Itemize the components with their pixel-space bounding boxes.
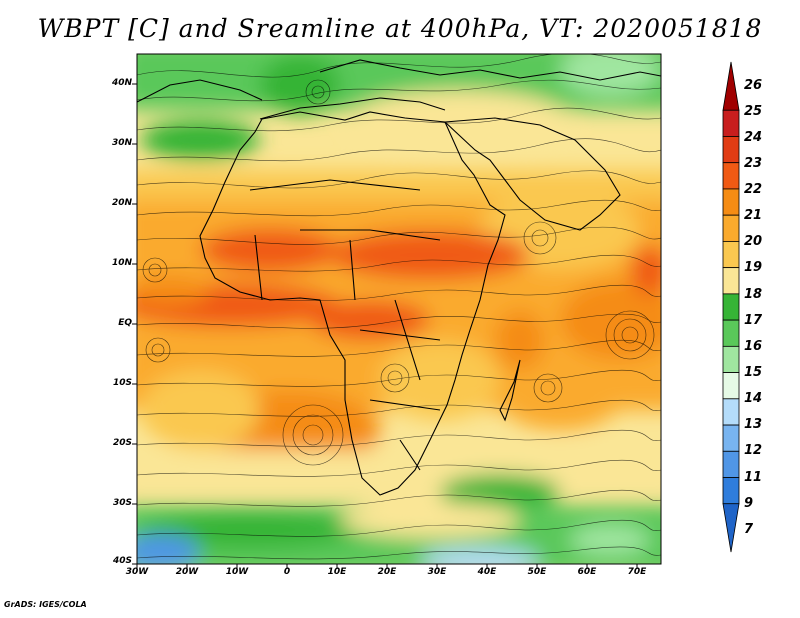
streamlines [137, 54, 661, 560]
colorbar-label-22: 22 [744, 182, 763, 197]
lon-label-20e: 20E [377, 567, 397, 577]
colorbar-label-19: 19 [744, 260, 763, 275]
colorbar-swatch [722, 214, 740, 242]
lon-label-30w: 30W [125, 567, 149, 577]
lat-label-eq: EQ [118, 318, 132, 328]
axis-ticks [132, 83, 638, 569]
colorbar [722, 61, 740, 553]
coastlines [137, 59, 661, 496]
colorbar-label-24: 24 [744, 130, 763, 145]
lat-label-40s: 40S [112, 556, 132, 566]
colorbar-label-21: 21 [744, 208, 763, 223]
colorbar-label-18: 18 [744, 287, 763, 302]
colorbar-swatch [722, 61, 740, 111]
lon-label-30e: 30E [427, 567, 447, 577]
colorbar-label-23: 23 [744, 156, 763, 171]
colorbar-swatch [722, 267, 740, 295]
colorbar-label-11: 11 [744, 470, 763, 485]
footer-credit: GrADS: IGES/COLA [4, 600, 87, 609]
map-frame [136, 53, 662, 565]
colorbar-label-15: 15 [744, 365, 763, 380]
colorbar-label-7: 7 [744, 522, 754, 537]
colorbar-swatch [722, 293, 740, 321]
lon-label-10e: 10E [327, 567, 347, 577]
colorbar-swatch [722, 477, 740, 505]
lon-label-10w: 10W [225, 567, 249, 577]
lon-label-70e: 70E [627, 567, 647, 577]
colorbar-swatch [722, 162, 740, 190]
colorbar-swatch [722, 345, 740, 373]
colorbar-swatch [722, 424, 740, 452]
chart-title: WBPT [C] and Sreamline at 400hPa, VT: 20… [37, 14, 763, 43]
lat-label-20s: 20S [112, 438, 132, 448]
colorbar-label-26: 26 [744, 78, 763, 93]
colorbar-swatch [722, 188, 740, 216]
colorbar-label-9: 9 [744, 496, 754, 511]
lon-label-0: 0 [283, 567, 291, 577]
lon-label-60e: 60E [577, 567, 597, 577]
lat-label-20n: 20N [111, 198, 132, 208]
colorbar-swatch [722, 503, 740, 553]
colorbar-label-16: 16 [744, 339, 763, 354]
lon-label-40e: 40E [477, 567, 497, 577]
colorbar-label-20: 20 [744, 234, 763, 249]
colorbar-label-17: 17 [744, 313, 763, 328]
lat-label-40n: 40N [111, 78, 132, 88]
colorbar-label-12: 12 [744, 443, 763, 458]
wbpt-field [137, 54, 661, 564]
colorbar-label-13: 13 [744, 417, 763, 432]
colorbar-swatch [722, 319, 740, 347]
colorbar-swatch [722, 241, 740, 269]
lat-label-30n: 30N [111, 138, 132, 148]
lon-label-50e: 50E [527, 567, 547, 577]
colorbar-swatch [722, 109, 740, 137]
colorbar-swatch [722, 398, 740, 426]
colorbar-label-25: 25 [744, 104, 763, 119]
colorbar-swatch [722, 372, 740, 400]
lon-label-20w: 20W [175, 567, 199, 577]
colorbar-label-14: 14 [744, 391, 763, 406]
lat-label-10n: 10N [111, 258, 132, 268]
lat-label-10s: 10S [112, 378, 132, 388]
colorbar-swatch [722, 450, 740, 478]
lat-label-30s: 30S [112, 498, 132, 508]
colorbar-swatch [722, 136, 740, 164]
